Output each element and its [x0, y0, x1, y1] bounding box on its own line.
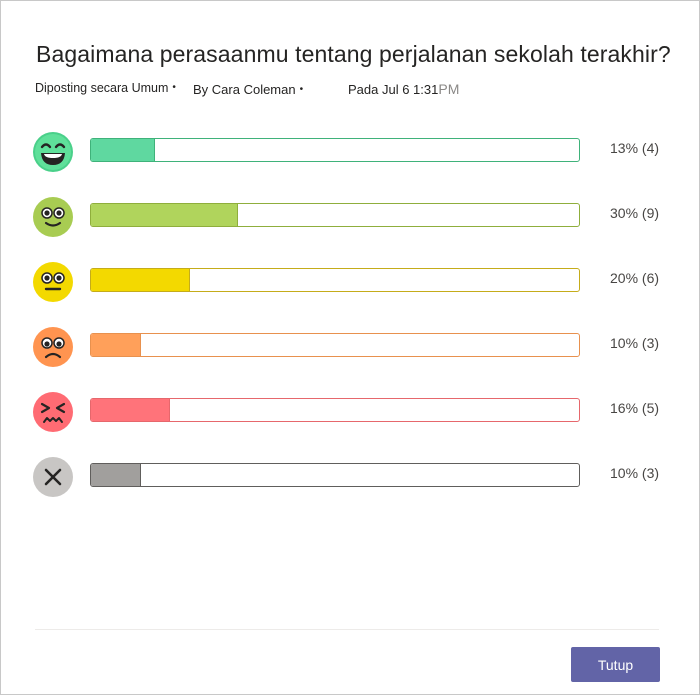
option-row-3: 10% (3) [1, 327, 700, 377]
smiling-face-icon [33, 197, 73, 237]
result-bar-fill [91, 399, 171, 421]
close-button[interactable]: Tutup [571, 647, 660, 682]
posted-label: Diposting secara Umum [35, 81, 169, 95]
meta-separator: • [172, 82, 176, 93]
result-percent: 20% (6) [610, 270, 660, 286]
meta-separator: • [299, 84, 304, 95]
result-bar [90, 398, 580, 422]
result-bar [90, 333, 580, 357]
result-bar-fill [91, 464, 141, 486]
frowning-face-icon [33, 327, 73, 367]
result-percent: 10% (3) [610, 335, 660, 351]
poll-date: Pada Jul 6 1:31PM [348, 81, 459, 97]
grinning-face-icon [33, 132, 73, 172]
result-bar-fill [91, 269, 190, 291]
option-row-0: 13% (4) [1, 132, 700, 182]
author-label: By Cara Coleman [193, 82, 296, 97]
result-percent: 13% (4) [610, 140, 660, 156]
result-bar [90, 203, 580, 227]
posted-visibility: Diposting secara Umum • [35, 81, 176, 95]
neutral-face-icon [33, 262, 73, 302]
result-percent: 10% (3) [610, 465, 660, 481]
date-label: Pada Jul 6 1:31 [348, 82, 439, 97]
poll-question: Bagaimana perasaanmu tentang perjalanan … [36, 41, 671, 67]
option-row-4: 16% (5) [1, 392, 700, 442]
result-bar [90, 463, 580, 487]
poll-author: By Cara Coleman • [193, 82, 303, 97]
no-answer-x-icon [33, 457, 73, 497]
footer-divider [35, 629, 659, 630]
time-suffix: PM [438, 81, 460, 97]
result-bar-fill [91, 334, 141, 356]
result-bar-fill [91, 204, 239, 226]
option-row-1: 30% (9) [1, 197, 700, 247]
tired-face-icon [33, 392, 73, 432]
result-bar [90, 138, 580, 162]
result-percent: 30% (9) [610, 205, 660, 221]
result-bar [90, 268, 580, 292]
result-percent: 16% (5) [610, 400, 660, 416]
option-row-5: 10% (3) [1, 457, 700, 507]
result-bar-fill [91, 139, 156, 161]
option-row-2: 20% (6) [1, 262, 700, 312]
